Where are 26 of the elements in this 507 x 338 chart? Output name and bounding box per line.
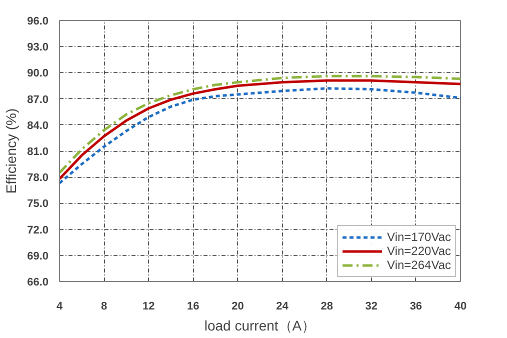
y-tick-label: 93.0 — [27, 42, 49, 54]
x-tick-label: 36 — [410, 300, 422, 312]
y-tick-label: 84.0 — [27, 120, 49, 132]
x-tick-label: 16 — [187, 300, 200, 312]
x-tick-label: 40 — [454, 300, 467, 312]
x-tick-label: 8 — [100, 300, 108, 312]
y-tick-label: 78.0 — [27, 172, 49, 184]
y-tick-label: 96.0 — [27, 16, 49, 28]
y-tick-label: 66.0 — [27, 276, 49, 288]
x-tick-label: 28 — [320, 300, 333, 312]
x-axis-title: load current（A） — [204, 318, 316, 334]
x-tick-label: 4 — [56, 300, 64, 312]
x-tick-label: 32 — [365, 300, 378, 312]
y-tick-label: 72.0 — [27, 224, 49, 236]
y-tick-label: 81.0 — [27, 146, 49, 158]
x-tick-label: 20 — [232, 300, 244, 312]
x-tick-label: 12 — [142, 300, 155, 312]
y-tick-label: 87.0 — [27, 94, 49, 106]
y-tick-label: 75.0 — [27, 198, 49, 210]
legend-label: Vin=264Vac — [387, 258, 451, 272]
y-tick-label: 69.0 — [27, 250, 49, 262]
y-axis-title: Efficiency (%) — [3, 108, 20, 194]
x-tick-label: 24 — [276, 300, 290, 312]
legend-label: Vin=170Vac — [387, 230, 451, 244]
legend-label: Vin=220Vac — [387, 244, 451, 258]
y-tick-label: 90.0 — [27, 68, 49, 80]
